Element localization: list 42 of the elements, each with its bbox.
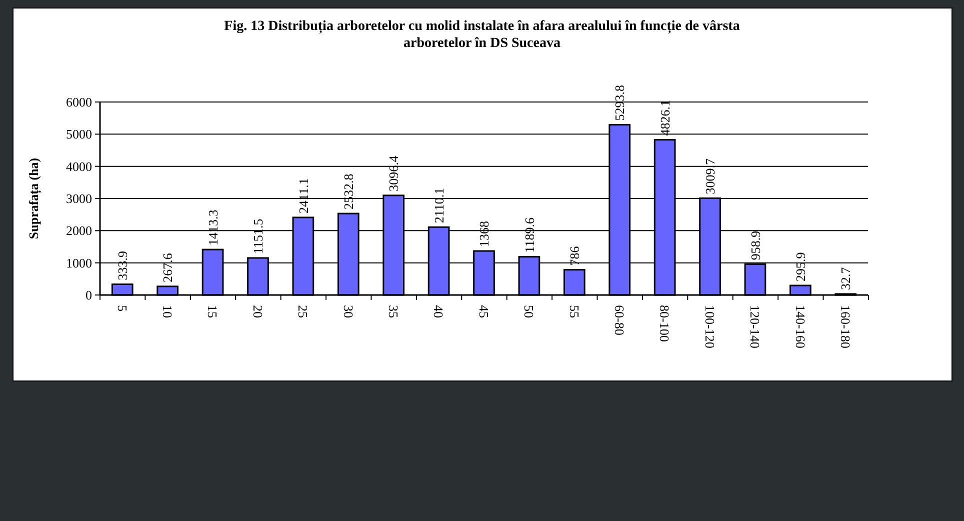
data-label: 2411.1 bbox=[296, 178, 311, 214]
x-tick-label: 15 bbox=[205, 305, 220, 318]
x-tick-label: 10 bbox=[160, 305, 176, 318]
y-tick-label: 0 bbox=[86, 288, 92, 303]
data-label: 2532.8 bbox=[340, 174, 356, 210]
data-label: 295.9 bbox=[792, 252, 808, 282]
y-tick-label: 4000 bbox=[66, 158, 92, 174]
data-label: 1368 bbox=[476, 220, 492, 247]
x-tick-label: 45 bbox=[476, 305, 492, 318]
data-label: 5293.8 bbox=[612, 84, 628, 121]
data-label: 1189.6 bbox=[522, 216, 537, 253]
x-tick-label: 60-80 bbox=[612, 305, 628, 336]
data-label: 1151.5 bbox=[250, 218, 266, 254]
x-tick-label: 5 bbox=[114, 305, 130, 312]
x-tick-label: 140-160 bbox=[792, 305, 808, 348]
x-tick-label: 30 bbox=[340, 305, 356, 318]
x-tick-label: 35 bbox=[386, 305, 402, 318]
chart-title: Fig. 13 Distribuția arboretelor cu molid instalate în afara arealului în funcție de vârsta arboretelor în DS Suceava bbox=[224, 19, 740, 51]
x-tick-label: 40 bbox=[431, 305, 446, 318]
data-label: 958.9 bbox=[748, 230, 763, 260]
x-tick-label: 20 bbox=[250, 305, 266, 318]
x-tick-label: 25 bbox=[296, 305, 311, 318]
x-tick-label: 160-180 bbox=[838, 305, 854, 348]
y-tick-label: 1000 bbox=[66, 255, 92, 270]
y-tick-label: 5000 bbox=[66, 126, 92, 142]
data-label: 333.9 bbox=[114, 251, 130, 280]
y-tick-label: 6000 bbox=[66, 94, 92, 110]
data-label: 786 bbox=[566, 246, 582, 266]
x-tick-label: 55 bbox=[566, 305, 582, 318]
data-label: 32.7 bbox=[838, 266, 854, 290]
data-label: 3096.4 bbox=[386, 155, 402, 192]
x-tick-label: 120-140 bbox=[748, 305, 763, 348]
x-tick-label: 80-100 bbox=[657, 305, 672, 342]
x-tick-label: 100-120 bbox=[702, 305, 718, 348]
x-tick-label: 50 bbox=[522, 305, 537, 318]
y-axis-title: Suprafața (ha) bbox=[26, 158, 42, 240]
y-tick-label: 3000 bbox=[66, 191, 92, 206]
data-label: 1413.3 bbox=[205, 210, 220, 246]
data-label: 4826.1 bbox=[657, 100, 672, 136]
data-label: 3009.7 bbox=[702, 158, 718, 194]
data-label: 267.6 bbox=[160, 252, 176, 282]
y-tick-label: 2000 bbox=[66, 223, 92, 238]
